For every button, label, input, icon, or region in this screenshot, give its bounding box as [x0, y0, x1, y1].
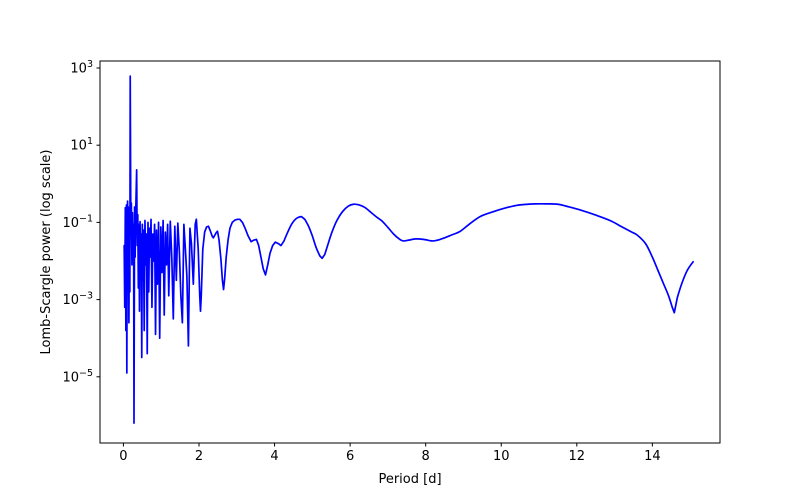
x-tick-label: 14 [644, 449, 661, 464]
y-tick-label: 103 [70, 59, 93, 77]
x-tick-label: 10 [493, 449, 510, 464]
x-tick-label: 4 [270, 449, 278, 464]
y-tick-label: 101 [70, 136, 93, 154]
y-axis-label: Lomb-Scargle power (log scale) [39, 150, 54, 355]
axes-spines [99, 60, 721, 444]
x-tick-label: 8 [422, 449, 430, 464]
axes-ticks: 0 2 4 6 8 10 12 14 103 101 10−1 10−3 10−5 [62, 59, 660, 464]
x-tick-label: 6 [346, 449, 354, 464]
plot-area [100, 61, 720, 443]
x-tick-label: 2 [195, 449, 203, 464]
series-line [123, 75, 695, 424]
y-tick-label: 10−3 [62, 291, 93, 309]
y-tick-label: 10−5 [62, 368, 93, 386]
x-tick-label: 0 [119, 449, 127, 464]
x-tick-label: 12 [569, 449, 586, 464]
y-tick-label: 10−1 [62, 213, 93, 231]
x-axis-label: Period [d] [378, 472, 441, 487]
